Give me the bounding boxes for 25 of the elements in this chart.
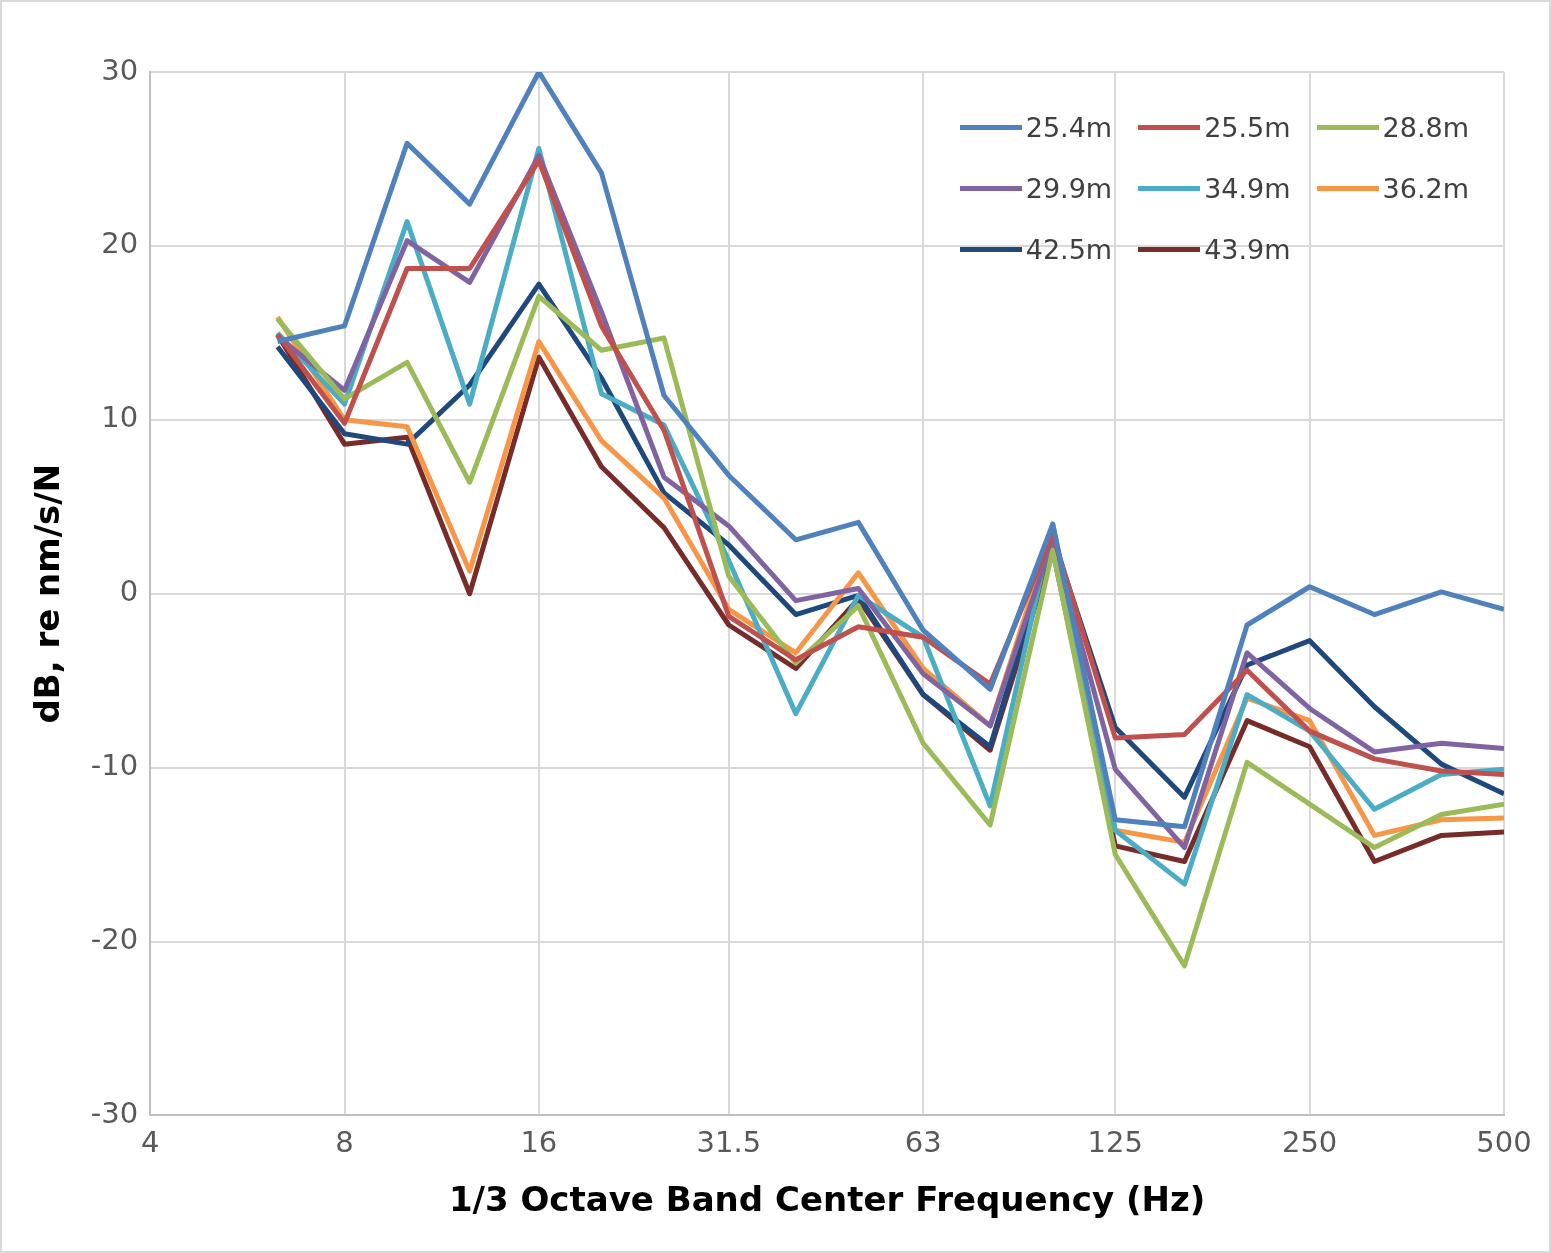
y-tick-label: -30 bbox=[90, 1095, 139, 1130]
y-tick-label: -10 bbox=[90, 748, 139, 783]
legend-label: 29.9m bbox=[1025, 173, 1113, 204]
legend-label: 28.8m bbox=[1382, 112, 1469, 143]
y-tick-label: 10 bbox=[101, 400, 139, 435]
legend-label: 25.5m bbox=[1204, 112, 1291, 143]
x-tick-label: 250 bbox=[1281, 1125, 1338, 1160]
x-tick-label: 8 bbox=[335, 1125, 354, 1160]
x-axis-title: 1/3 Octave Band Center Frequency (Hz) bbox=[448, 1179, 1206, 1220]
y-tick-label: 30 bbox=[101, 52, 139, 87]
y-tick-label: 20 bbox=[101, 226, 139, 261]
x-tick-label: 16 bbox=[520, 1125, 558, 1160]
legend-label: 42.5m bbox=[1025, 234, 1113, 265]
x-tick-label: 31.5 bbox=[696, 1125, 762, 1160]
legend-label: 43.9m bbox=[1204, 234, 1291, 265]
legend-label: 34.9m bbox=[1204, 173, 1291, 204]
y-tick-label: 0 bbox=[119, 574, 139, 609]
x-tick-label: 125 bbox=[1087, 1125, 1143, 1160]
x-tick-label: 500 bbox=[1476, 1125, 1532, 1160]
y-tick-label: -20 bbox=[90, 922, 139, 957]
y-axis-title: dB, re nm/s/N bbox=[27, 463, 68, 724]
x-tick-label: 63 bbox=[904, 1125, 942, 1160]
x-tick-label: 4 bbox=[140, 1125, 160, 1160]
legend-label: 25.4m bbox=[1025, 112, 1113, 143]
legend-label: 36.2m bbox=[1382, 173, 1469, 204]
